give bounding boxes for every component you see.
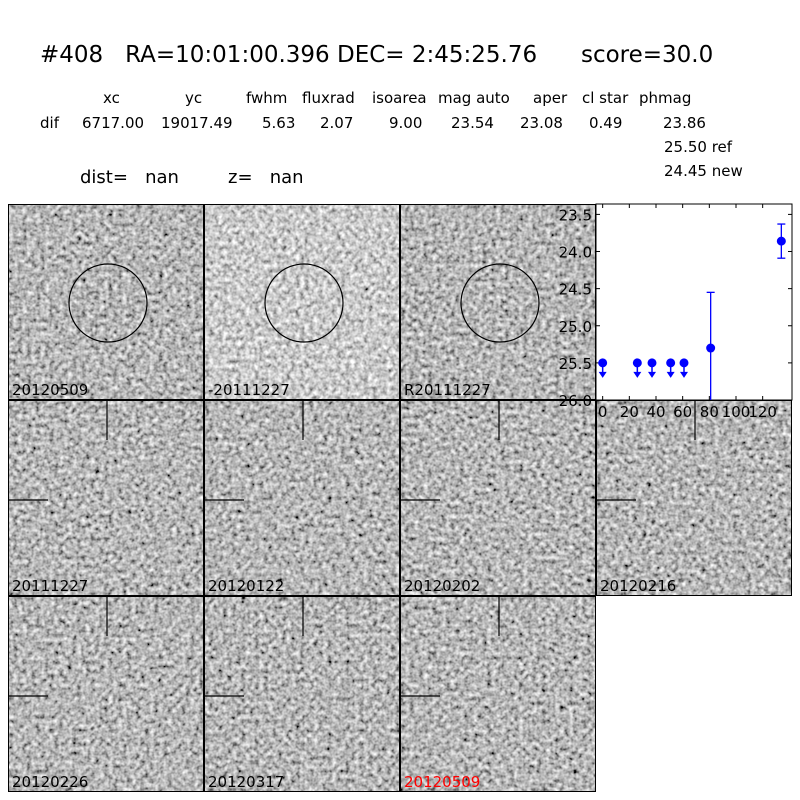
crosshair-marker: [205, 401, 304, 501]
image-stamp: 20111227: [8, 400, 204, 596]
new-mag: 24.45 new: [664, 162, 743, 180]
y-tick-label: 24.0: [559, 244, 592, 262]
noise-image: [205, 401, 399, 595]
noise-image: [401, 597, 595, 791]
data-point: [647, 358, 657, 368]
z-value: z= nan: [228, 167, 304, 188]
image-stamp: 20120509: [400, 596, 596, 792]
stamp-date-label: 20120317: [208, 773, 285, 791]
image-stamp: 20120122: [204, 400, 400, 596]
upper-limit-arrowhead: [633, 371, 642, 378]
crosshair-marker: [9, 597, 108, 697]
y-tick-label: 24.5: [559, 281, 592, 299]
stamp-date-label: 20120122: [208, 577, 285, 595]
upper-limit-arrowhead: [648, 371, 656, 378]
stamp-date-label: -20111227: [208, 381, 290, 399]
crosshair-marker: [401, 401, 500, 501]
ref-mag: 25.50 ref: [664, 138, 733, 156]
noise-image: [597, 401, 791, 595]
stamp-date-label: 20120202: [404, 577, 481, 595]
image-stamp: 20120226: [8, 596, 204, 792]
stamp-date-label: 20120226: [12, 773, 89, 791]
val-yc: 19017.49: [161, 114, 233, 132]
stamp-date-label: 20120509: [12, 381, 89, 399]
crosshair-marker: [401, 597, 500, 697]
val-fwhm: 5.63: [262, 114, 296, 132]
aperture-circle: [68, 263, 148, 343]
x-tick-label: 40: [646, 403, 665, 421]
stamp-date-label: 20120509: [404, 773, 481, 791]
data-point: [706, 343, 716, 353]
col-cl-star: cl star: [582, 89, 629, 107]
col-phmag: phmag: [639, 89, 692, 107]
noise-image: [9, 597, 203, 791]
image-stamp: -20111227: [204, 204, 400, 400]
stamp-date-label: R20111227: [404, 381, 491, 399]
col-aper: aper: [533, 89, 568, 107]
upper-limit-arrowhead: [680, 371, 688, 378]
col-isoarea: isoarea: [372, 89, 427, 107]
aperture-circle: [460, 263, 540, 343]
val-xc: 6717.00: [82, 114, 145, 132]
x-tick-label: 0: [598, 403, 608, 421]
data-point: [679, 358, 689, 368]
upper-limit-arrowhead: [598, 371, 607, 378]
data-point: [666, 358, 676, 368]
x-tick-label: 120: [748, 403, 777, 421]
dist-value: dist= nan: [80, 167, 179, 188]
image-stamp: 20120202: [400, 400, 596, 596]
col-fwhm: fwhm: [246, 89, 288, 107]
x-tick-label: 80: [700, 403, 719, 421]
crosshair-marker: [205, 597, 304, 697]
val-aper: 23.08: [520, 114, 563, 132]
noise-image: [9, 401, 203, 595]
col-yc: yc: [185, 89, 203, 107]
y-tick-label: 25.5: [559, 355, 592, 373]
data-point: [776, 236, 786, 246]
y-tick-label: 25.0: [559, 318, 592, 336]
image-stamp: 20120317: [204, 596, 400, 792]
x-tick-label: 60: [673, 403, 692, 421]
data-point: [598, 358, 608, 368]
data-point: [632, 358, 642, 368]
noise-image: [401, 205, 595, 399]
val-cl-star: 0.49: [589, 114, 623, 132]
stamp-date-label: 20111227: [12, 577, 89, 595]
image-stamp: R20111227: [400, 204, 596, 400]
crosshair-marker: [597, 401, 696, 501]
noise-image: [205, 205, 399, 399]
val-mag-auto: 23.54: [451, 114, 494, 132]
val-fluxrad: 2.07: [320, 114, 354, 132]
image-stamp: 20120216: [596, 400, 792, 596]
noise-image: [401, 401, 595, 595]
noise-image: [9, 205, 203, 399]
col-fluxrad: fluxrad: [302, 89, 355, 107]
x-tick-label: 20: [620, 403, 639, 421]
row-label: dif: [40, 114, 59, 132]
upper-limit-arrowhead: [666, 371, 675, 378]
plot-frame: [595, 203, 793, 401]
noise-image: [205, 597, 399, 791]
y-tick-label: 23.5: [559, 206, 592, 224]
crosshair-marker: [9, 401, 108, 501]
x-tick-label: 100: [722, 403, 751, 421]
image-stamp: 20120509: [8, 204, 204, 400]
aperture-circle: [264, 263, 344, 343]
y-tick-label: 26.0: [559, 392, 592, 410]
candidate-title: #408 RA=10:01:00.396 DEC= 2:45:25.76 sco…: [40, 42, 714, 68]
val-phmag: 23.86: [663, 114, 706, 132]
stamp-date-label: 20120216: [600, 577, 677, 595]
val-isoarea: 9.00: [389, 114, 423, 132]
col-xc: xc: [103, 89, 120, 107]
col-mag-auto: mag auto: [438, 89, 510, 107]
